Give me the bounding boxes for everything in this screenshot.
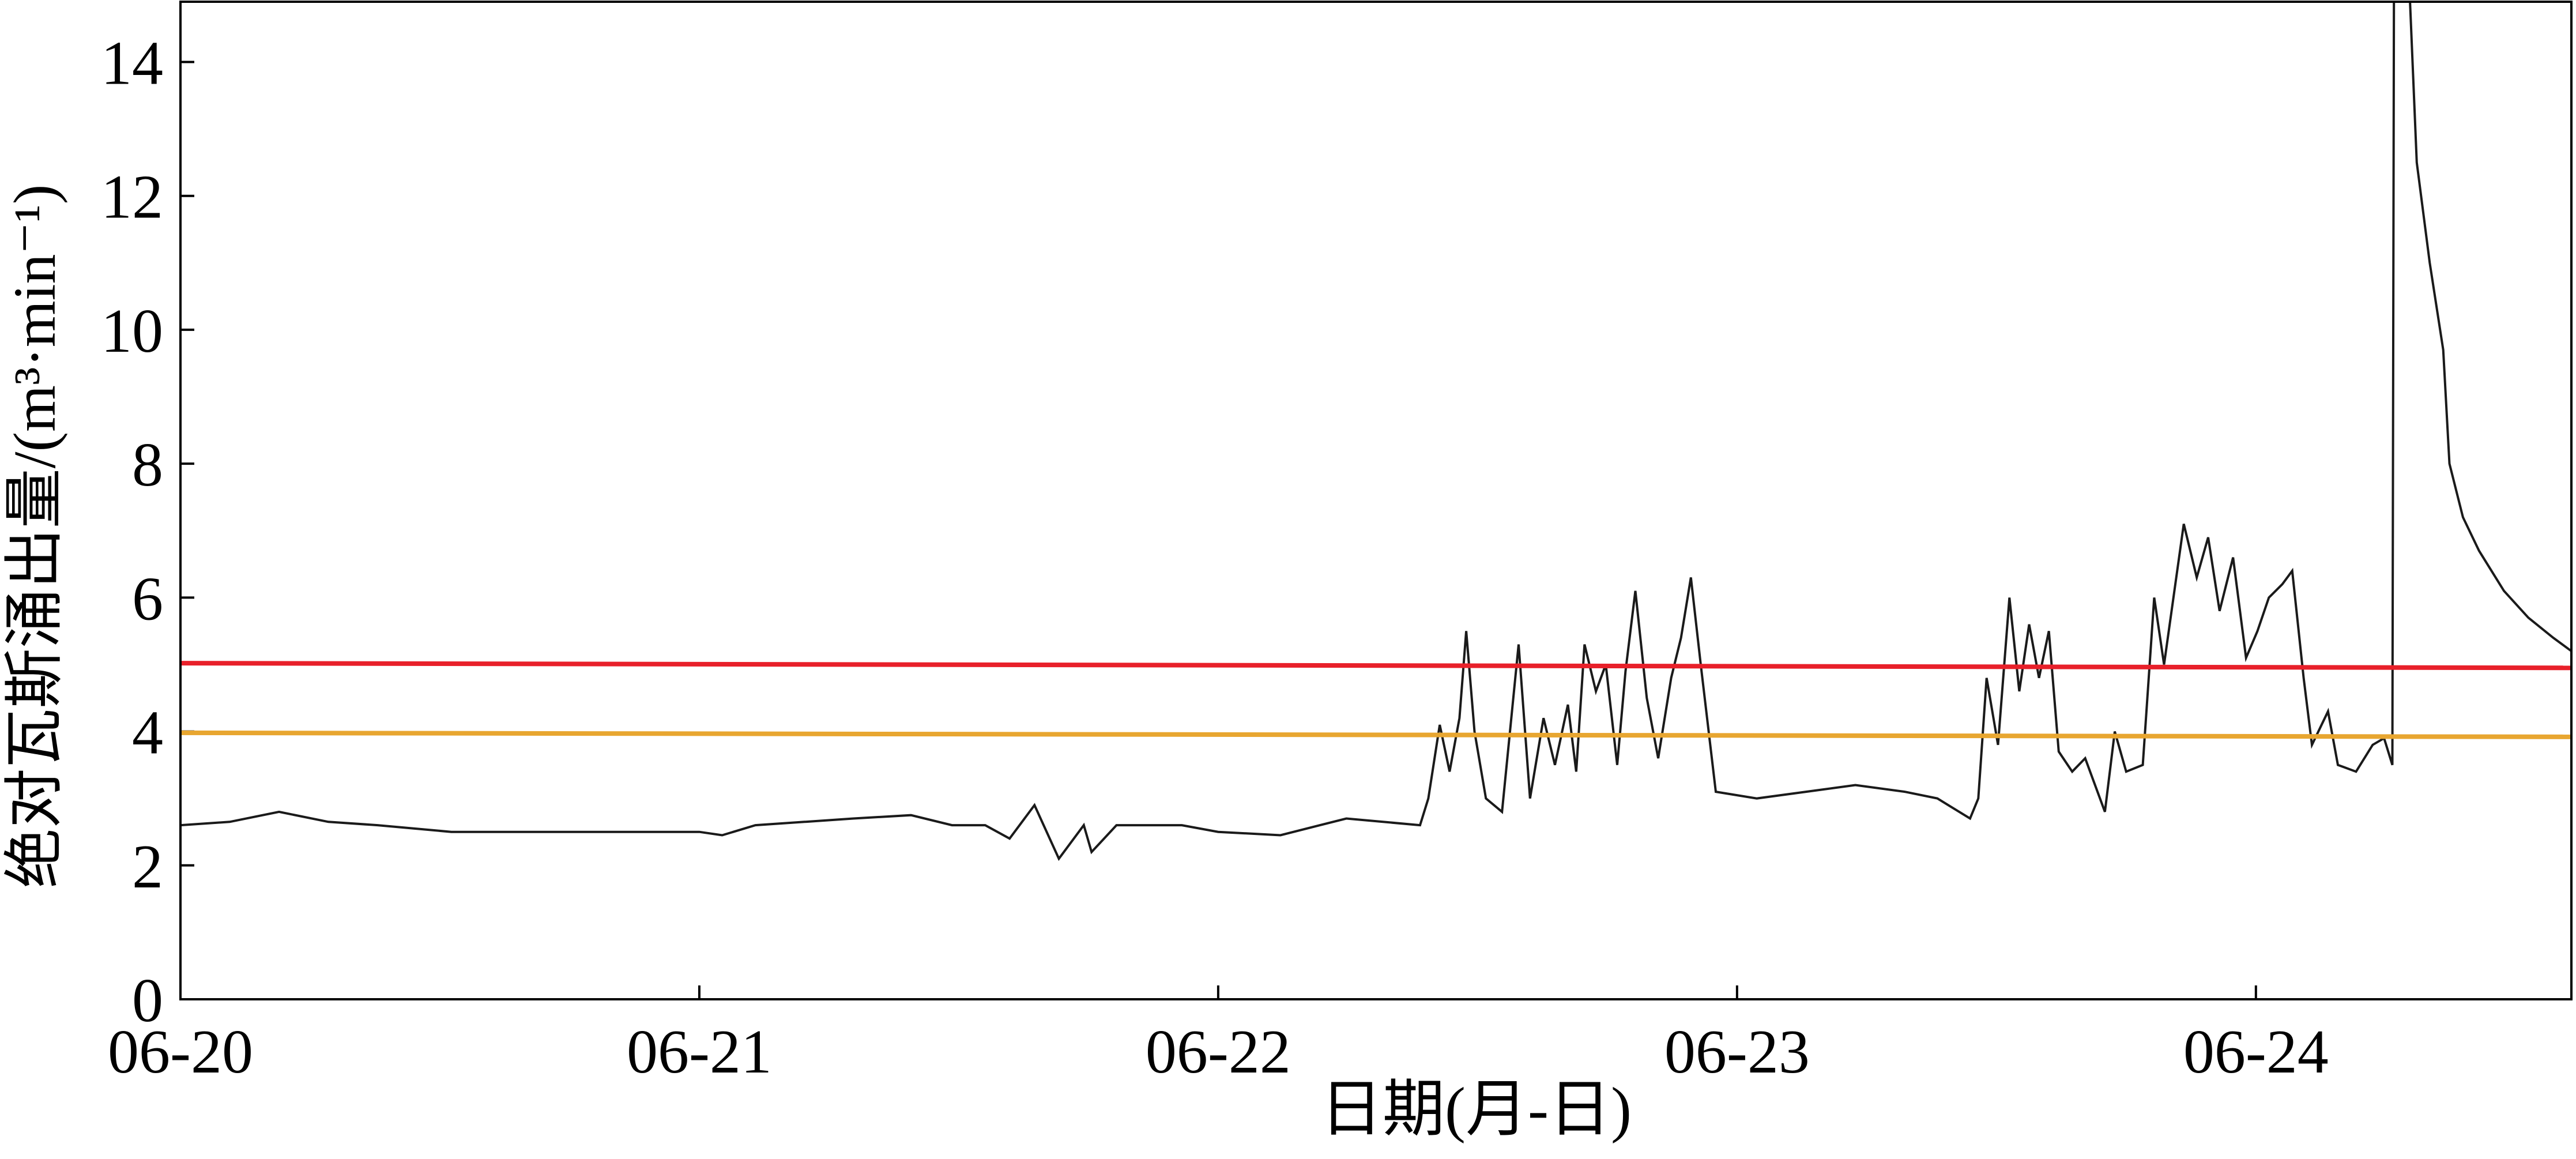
- x-tick-label: 06-24: [2183, 1018, 2329, 1086]
- y-axis-label: 绝对瓦斯涌出量/(m³·min⁻¹): [2, 185, 68, 889]
- plot-frame: [179, 1, 2573, 1000]
- x-tick-label: 06-22: [1146, 1018, 1291, 1086]
- x-tick-label: 06-20: [108, 1018, 253, 1086]
- y-tick-label: 12: [101, 163, 163, 232]
- y-tick-label: 4: [132, 699, 163, 767]
- threshold-line: [180, 730, 2571, 739]
- y-tick-label: 0: [132, 966, 163, 1035]
- y-tick-label: 6: [132, 565, 163, 633]
- y-tick-label: 8: [132, 431, 163, 499]
- threshold-line: [180, 661, 2571, 671]
- y-tick-label: 2: [132, 833, 163, 901]
- x-axis-label: 日期(月-日): [1320, 1075, 1632, 1144]
- x-tick-label: 06-23: [1664, 1018, 1810, 1086]
- y-tick-label: 14: [101, 29, 163, 97]
- data-line: [180, 2, 2571, 861]
- y-tick-label: 10: [101, 297, 163, 366]
- x-tick-label: 06-21: [627, 1018, 772, 1086]
